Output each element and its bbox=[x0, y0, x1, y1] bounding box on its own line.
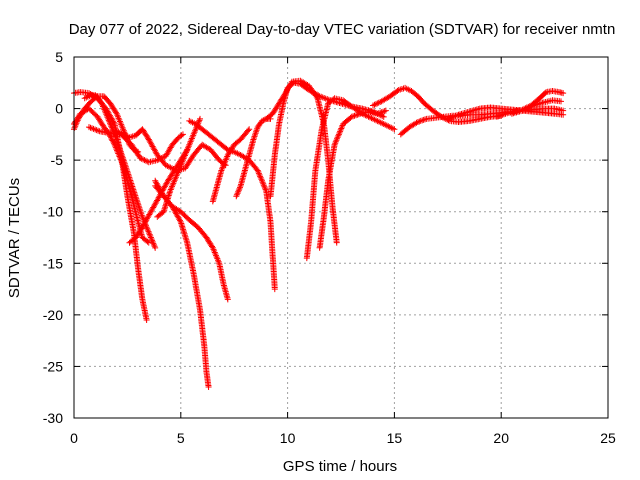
series-arc-12 bbox=[209, 126, 253, 205]
x-tick-label: 15 bbox=[387, 430, 403, 446]
axis-ticks bbox=[73, 56, 609, 419]
series-markers bbox=[508, 97, 565, 117]
chart-title: Day 077 of 2022, Sidereal Day-to-day VTE… bbox=[69, 21, 616, 38]
x-tick-label: 20 bbox=[493, 430, 509, 446]
series-arc-10 bbox=[152, 182, 231, 303]
series-arc-17 bbox=[316, 107, 389, 251]
y-tick-label: -25 bbox=[43, 358, 63, 374]
y-tick-label: -30 bbox=[43, 410, 63, 426]
y-tick-label: -20 bbox=[43, 307, 63, 323]
x-tick-label: 25 bbox=[600, 430, 616, 446]
series-arc-16 bbox=[303, 95, 398, 262]
x-tick-label: 5 bbox=[177, 430, 185, 446]
x-tick-label: 0 bbox=[70, 430, 78, 446]
y-tick-label: -10 bbox=[43, 204, 63, 220]
series-markers bbox=[233, 115, 274, 200]
series-arc-13 bbox=[233, 115, 274, 200]
axis-tick-labels: 0 5 10 15 20 25 5 0 -5 -10 -15 -20 -25 -30 bbox=[43, 49, 616, 446]
y-tick-label: 5 bbox=[55, 49, 63, 65]
series-markers bbox=[316, 107, 389, 251]
y-tick-label: -15 bbox=[43, 255, 63, 271]
series-arc-22 bbox=[508, 97, 565, 117]
plot-frame bbox=[73, 56, 609, 419]
series-markers bbox=[209, 126, 253, 205]
x-axis-label: GPS time / hours bbox=[283, 458, 397, 475]
series-markers bbox=[86, 124, 186, 166]
y-tick-label: -5 bbox=[51, 152, 64, 168]
y-tick-label: 0 bbox=[55, 101, 63, 117]
y-axis-label: SDTVAR / TECUs bbox=[6, 178, 23, 298]
series-markers bbox=[303, 95, 398, 262]
x-tick-label: 10 bbox=[280, 430, 296, 446]
series-markers bbox=[152, 182, 231, 303]
series-arc-5 bbox=[86, 124, 186, 166]
